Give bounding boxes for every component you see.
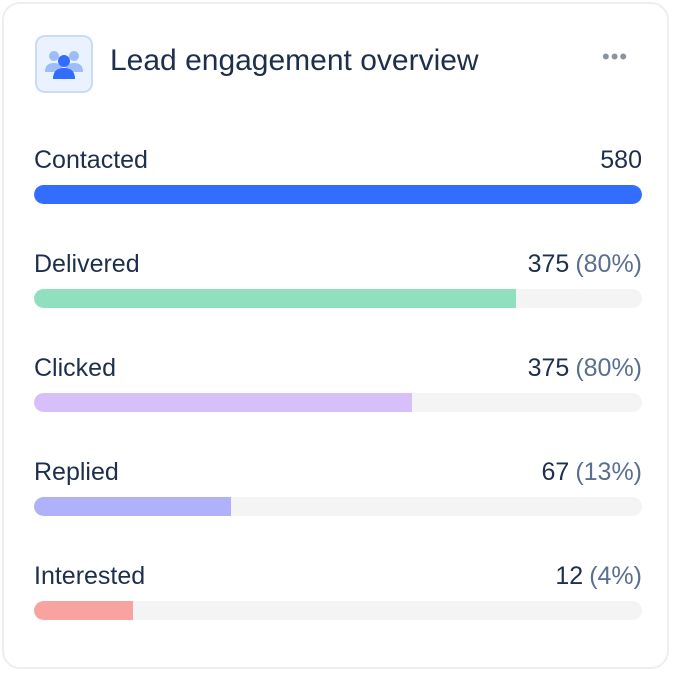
users-group-icon [35, 35, 93, 93]
progress-track [34, 497, 642, 516]
progress-track [34, 289, 642, 308]
progress-track [34, 393, 642, 412]
metric-percent: (13%) [575, 458, 642, 486]
metric-count: 580 [600, 146, 642, 174]
metric-value: 375 (80%) [528, 250, 642, 279]
metric-count: 375 [527, 354, 570, 382]
metric-label: Clicked [34, 354, 116, 382]
progress-track [34, 601, 642, 620]
card-title: Lead engagement overview [110, 44, 479, 77]
progress-fill [34, 497, 231, 516]
progress-track [34, 185, 642, 204]
metric-count: 67 [541, 458, 570, 486]
progress-fill [34, 185, 642, 204]
metric-label: Delivered [34, 250, 140, 278]
metric-count: 12 [555, 562, 584, 590]
metric-percent: (80%) [575, 250, 642, 278]
metric-percent: (80%) [575, 354, 642, 382]
metric-label: Replied [34, 458, 119, 486]
metric-row-clicked: Clicked 375 (80%) [34, 354, 642, 434]
metric-label: Contacted [34, 146, 148, 174]
metric-percent: (4%) [589, 562, 642, 590]
metric-row-interested: Interested 12 (4%) [34, 562, 642, 642]
metric-label: Interested [34, 562, 146, 590]
more-options-button[interactable]: ••• [602, 44, 629, 69]
metric-row-contacted: Contacted 580 [34, 146, 642, 226]
progress-fill [34, 393, 413, 412]
metric-row-delivered: Delivered 375 (80%) [34, 250, 642, 330]
progress-fill [34, 289, 517, 308]
metric-value: 12 (4%) [555, 562, 642, 591]
progress-fill [34, 601, 134, 620]
metric-row-replied: Replied 67 (13%) [34, 458, 642, 538]
metric-value: 375 (80%) [528, 354, 642, 383]
metric-value: 67 (13%) [542, 458, 643, 487]
metric-value: 580 [600, 146, 642, 175]
metric-count: 375 [527, 250, 570, 278]
